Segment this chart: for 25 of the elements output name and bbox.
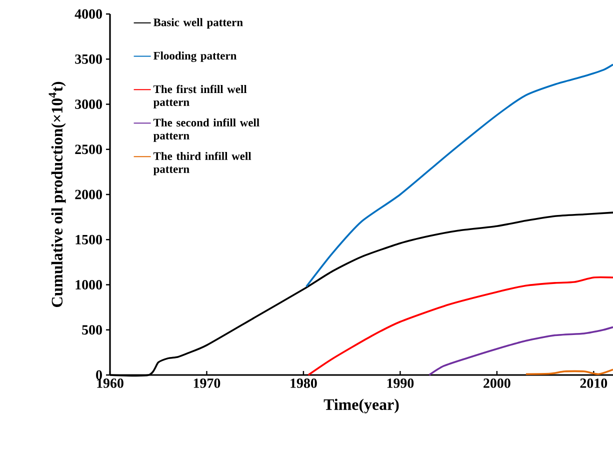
x-tick-label: 1990: [387, 378, 414, 388]
y-tick-label: 500: [82, 325, 102, 335]
legend-label: The first infill well pattern: [153, 84, 247, 108]
y-tick-label: 4000: [74, 9, 102, 19]
x-tick-label: 1970: [194, 378, 220, 388]
line-series: [305, 64, 613, 288]
y-tick-label: 1000: [76, 280, 102, 290]
y-axis-title: Cumulative oil production(×10$^{4}$t): [48, 82, 66, 307]
legend-label: Basic well pattern: [153, 18, 243, 29]
y-tick-label: 3500: [75, 54, 102, 64]
x-tick-label: 1960: [97, 378, 124, 388]
legend-label: The third infill well pattern: [153, 152, 252, 176]
x-tick-label: 2000: [484, 378, 510, 388]
legend-label: The second infill well pattern: [153, 118, 260, 142]
y-tick-label: 0: [96, 370, 102, 380]
x-axis-title: Time(year): [324, 398, 399, 414]
legend-label: Flooding pattern: [154, 52, 237, 62]
y-tick-label: 2000: [75, 190, 102, 200]
y-tick-label: 3000: [75, 100, 102, 109]
line-series: [307, 276, 613, 376]
y-tick-label: 1500: [76, 234, 102, 244]
x-tick-label: 1980: [290, 378, 317, 388]
line-series: [428, 326, 613, 376]
y-tick-label: 2500: [75, 144, 102, 154]
x-tick-label: 2010: [580, 378, 608, 388]
